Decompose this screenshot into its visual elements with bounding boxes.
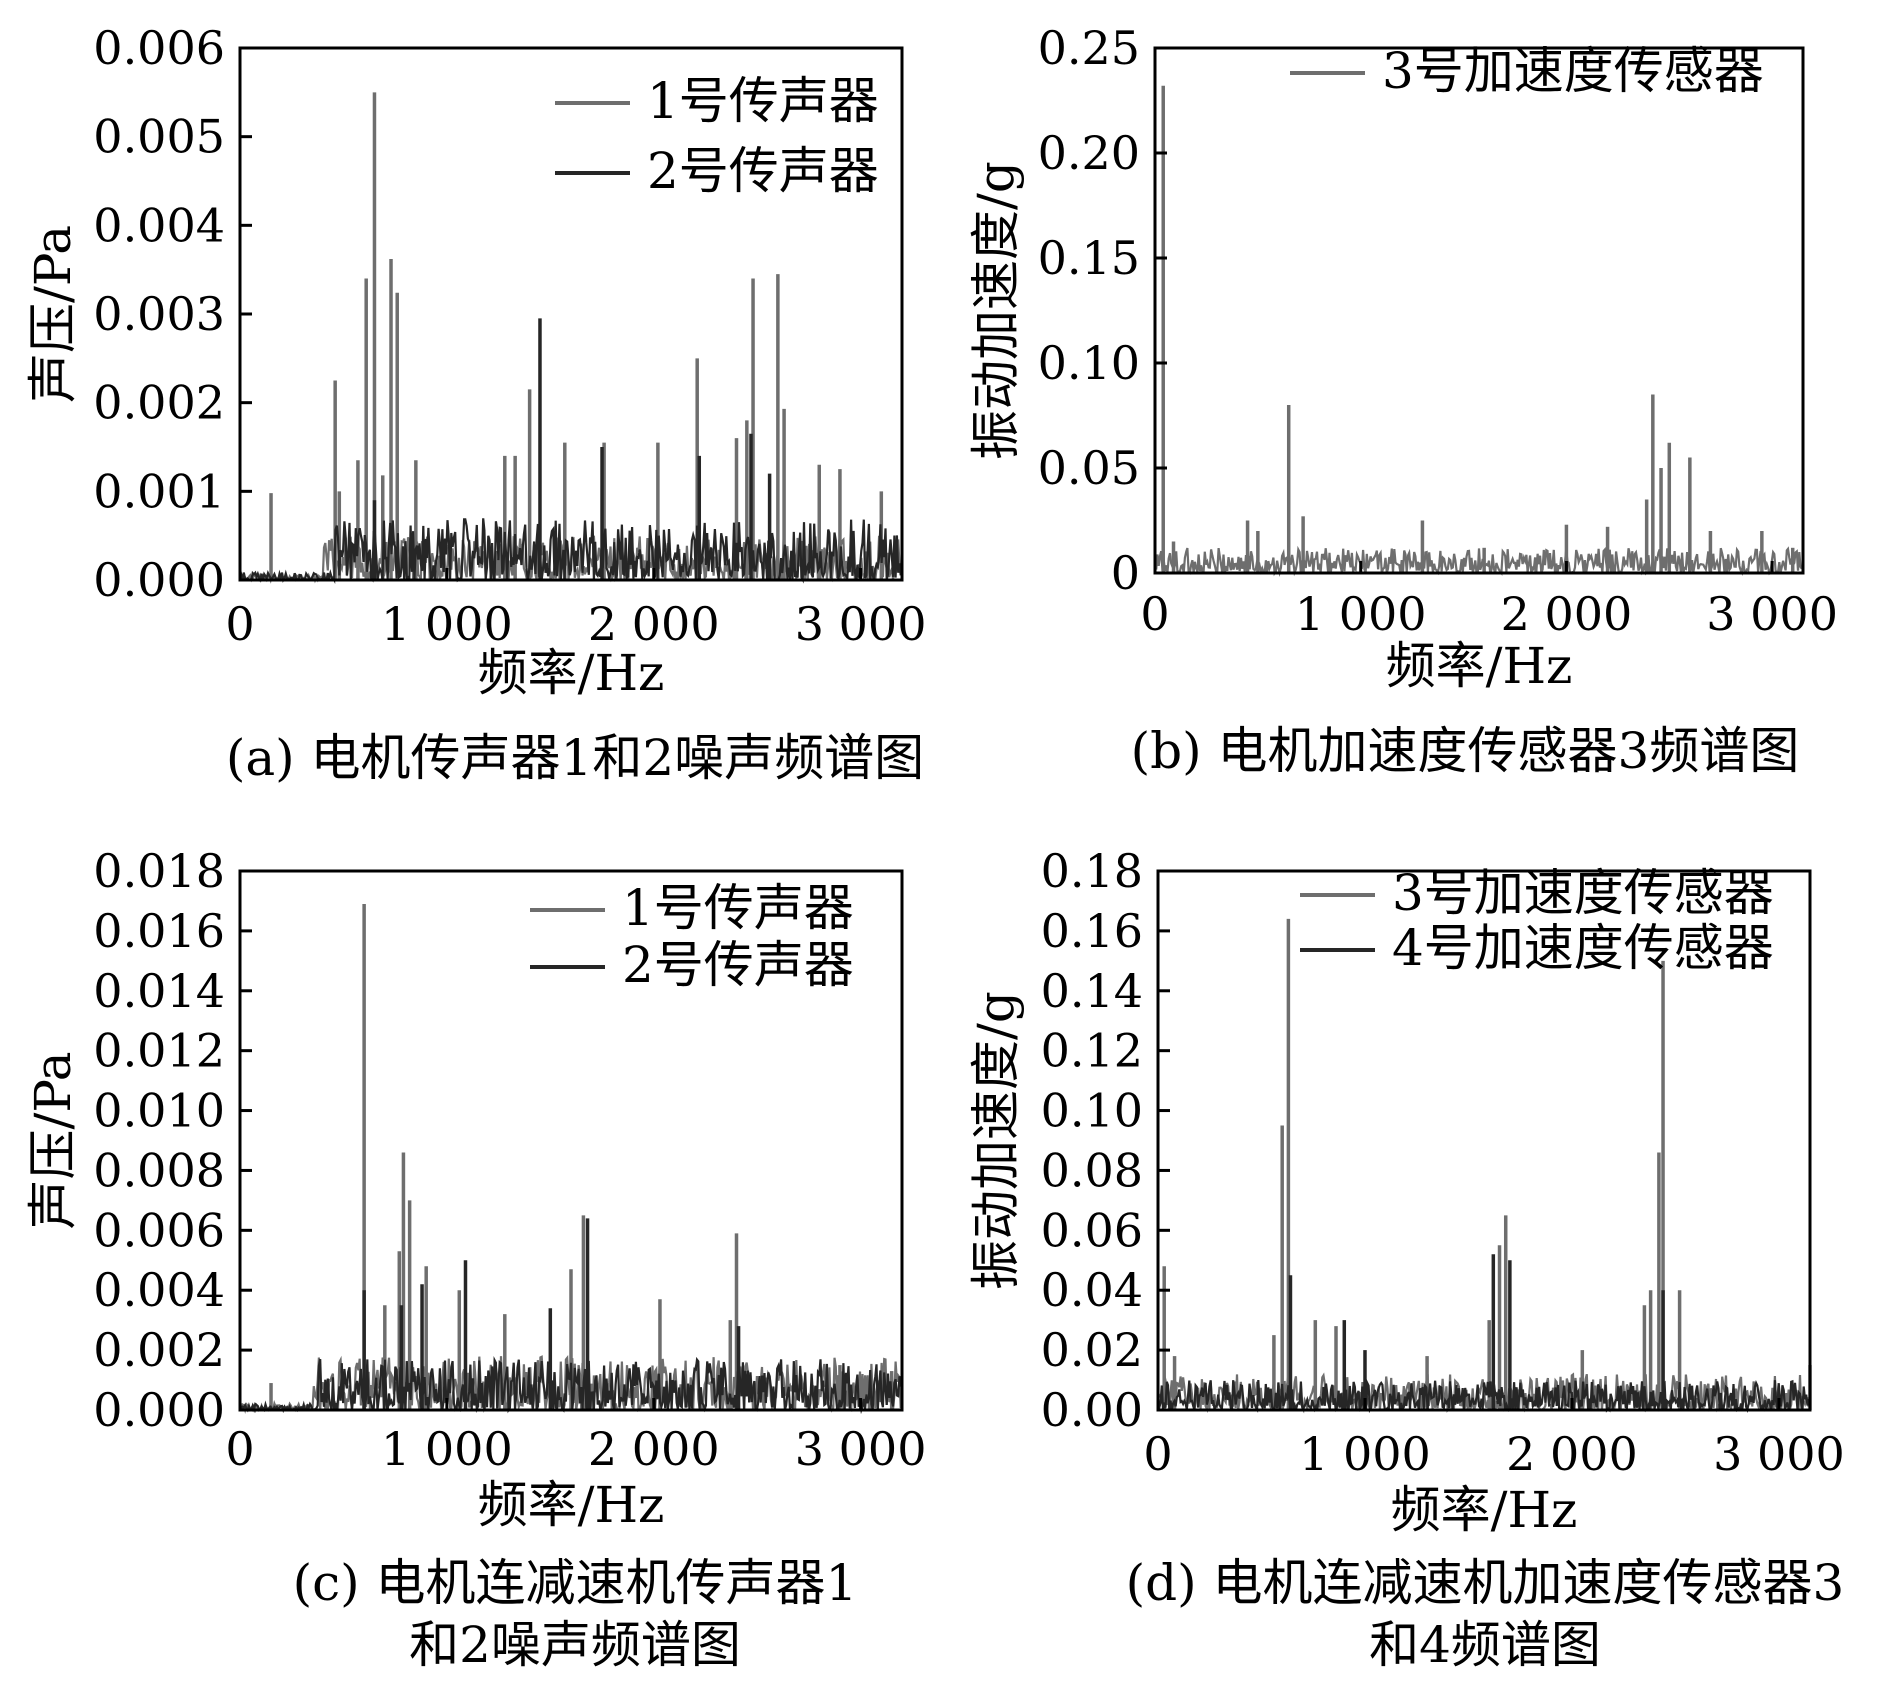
y-tick-label: 0.20 [1038, 126, 1140, 180]
legend-label: 1号传声器 [622, 879, 854, 937]
series-1 [1157, 918, 1812, 1414]
series-2-noise [1157, 1379, 1810, 1414]
plot-frame [1153, 46, 1805, 575]
series-2-noise [238, 518, 902, 585]
y-tick-label: 0.04 [1041, 1263, 1143, 1317]
x-axis-label: 频率/Hz [478, 1476, 665, 1534]
y-tick-label: 0.002 [93, 376, 225, 430]
x-tick-label: 2 000 [1501, 587, 1633, 641]
y-tick-label: 0.006 [93, 1203, 225, 1257]
chart-panel-a: 0.000 0.001 0.002 0.003 0.004 0.005 0.006 0 1 00… [24, 21, 926, 787]
series-2 [239, 1218, 902, 1415]
x-tick-label: 0 [1143, 1427, 1172, 1481]
y-tick-label: 0.003 [93, 287, 225, 341]
legend-label: 3号加速度传感器 [1382, 42, 1764, 100]
legend-label: 3号加速度传感器 [1392, 864, 1774, 922]
y-tick-label: 0.02 [1041, 1323, 1143, 1377]
y-tick-label: 0.05 [1038, 441, 1140, 495]
y-tick-label: 0.005 [93, 110, 225, 164]
x-tick-label: 1 000 [381, 597, 513, 651]
x-tick-label: 3 000 [795, 597, 927, 651]
chart-panel-b: 0 0.05 0.10 0.15 0.20 0.25 0 1 000 2 000 3 000 频率/… [967, 21, 1838, 780]
y-tick-label: 0.014 [93, 964, 225, 1018]
x-tick-label: 1 000 [1295, 587, 1427, 641]
y-tick-label: 0.10 [1038, 336, 1140, 390]
panel-caption: 和2噪声频谱图 [409, 1616, 741, 1674]
x-tick-label: 3 000 [1713, 1427, 1845, 1481]
y-tick-label: 0.000 [93, 1383, 225, 1437]
y-tick-label: 0.18 [1041, 844, 1143, 898]
x-tick-label: 0 [225, 1422, 254, 1476]
y-tick-label: 0.25 [1038, 21, 1140, 75]
y-tick-label: 0.15 [1038, 231, 1140, 285]
y-tick-label: 0.018 [93, 844, 225, 898]
y-tick-label: 0.14 [1041, 964, 1143, 1018]
x-tick-label: 2 000 [588, 597, 720, 651]
x-axis-label: 频率/Hz [1391, 1481, 1578, 1539]
y-tick-label: 0.012 [93, 1024, 225, 1078]
y-tick-label: 0.12 [1041, 1024, 1143, 1078]
panel-caption: (c) 电机连减速机传声器1 [293, 1554, 858, 1612]
x-tick-label: 3 000 [1706, 587, 1838, 641]
y-tick-label: 0.000 [93, 553, 225, 607]
y-tick-label: 0.002 [93, 1323, 225, 1377]
y-axis-label: 振动加速度/g [967, 161, 1025, 460]
series-1 [1153, 85, 1803, 577]
legend-label: 2号传声器 [647, 142, 879, 200]
x-tick-label: 2 000 [588, 1422, 720, 1476]
panel-caption: (b) 电机加速度传感器3频谱图 [1131, 722, 1800, 780]
series-2 [238, 318, 902, 585]
y-tick-label: 0.00 [1041, 1383, 1143, 1437]
plot-frame [238, 869, 904, 1412]
panel-caption: (d) 电机连减速机加速度传感器3 [1126, 1554, 1845, 1612]
panel-caption: (a) 电机传声器1和2噪声频谱图 [226, 729, 924, 787]
plot-frame [1156, 869, 1812, 1412]
x-tick-label: 1 000 [1299, 1427, 1431, 1481]
series-2-noise [239, 1356, 902, 1415]
y-tick-label: 0.06 [1041, 1203, 1143, 1257]
x-axis-label: 频率/Hz [1386, 637, 1573, 695]
legend-label: 4号加速度传感器 [1392, 919, 1774, 977]
panel-caption: 和4频谱图 [1369, 1616, 1601, 1674]
series-1-noise [1153, 545, 1803, 577]
y-tick-label: 0.016 [93, 904, 225, 958]
y-tick-label: 0.004 [93, 1263, 225, 1317]
y-axis-label: 振动加速度/g [967, 991, 1025, 1290]
y-tick-label: 0.010 [93, 1084, 225, 1138]
x-axis-label: 频率/Hz [478, 644, 665, 702]
y-tick-label: 0 [1111, 546, 1140, 600]
x-tick-label: 0 [1140, 587, 1169, 641]
chart-panel-d: 0.00 0.02 0.04 0.06 0.080.10 0.12 0.14 0.16 0.18… [967, 844, 1845, 1674]
x-tick-label: 3 000 [795, 1422, 927, 1476]
y-tick-label: 0.08 [1041, 1143, 1143, 1197]
y-tick-label: 0.001 [93, 464, 225, 518]
y-tick-label: 0.008 [93, 1143, 225, 1197]
y-tick-label: 0.10 [1041, 1084, 1143, 1138]
x-tick-label: 2 000 [1506, 1427, 1638, 1481]
y-tick-label: 0.16 [1041, 904, 1143, 958]
y-axis-label: 声压/Pa [24, 225, 82, 403]
legend-label: 1号传声器 [647, 72, 879, 130]
y-axis-label: 声压/Pa [24, 1051, 82, 1229]
x-tick-label: 0 [225, 597, 254, 651]
x-tick-label: 1 000 [381, 1422, 513, 1476]
y-tick-label: 0.006 [93, 21, 225, 75]
legend-label: 2号传声器 [622, 936, 854, 994]
y-tick-label: 0.004 [93, 198, 225, 252]
